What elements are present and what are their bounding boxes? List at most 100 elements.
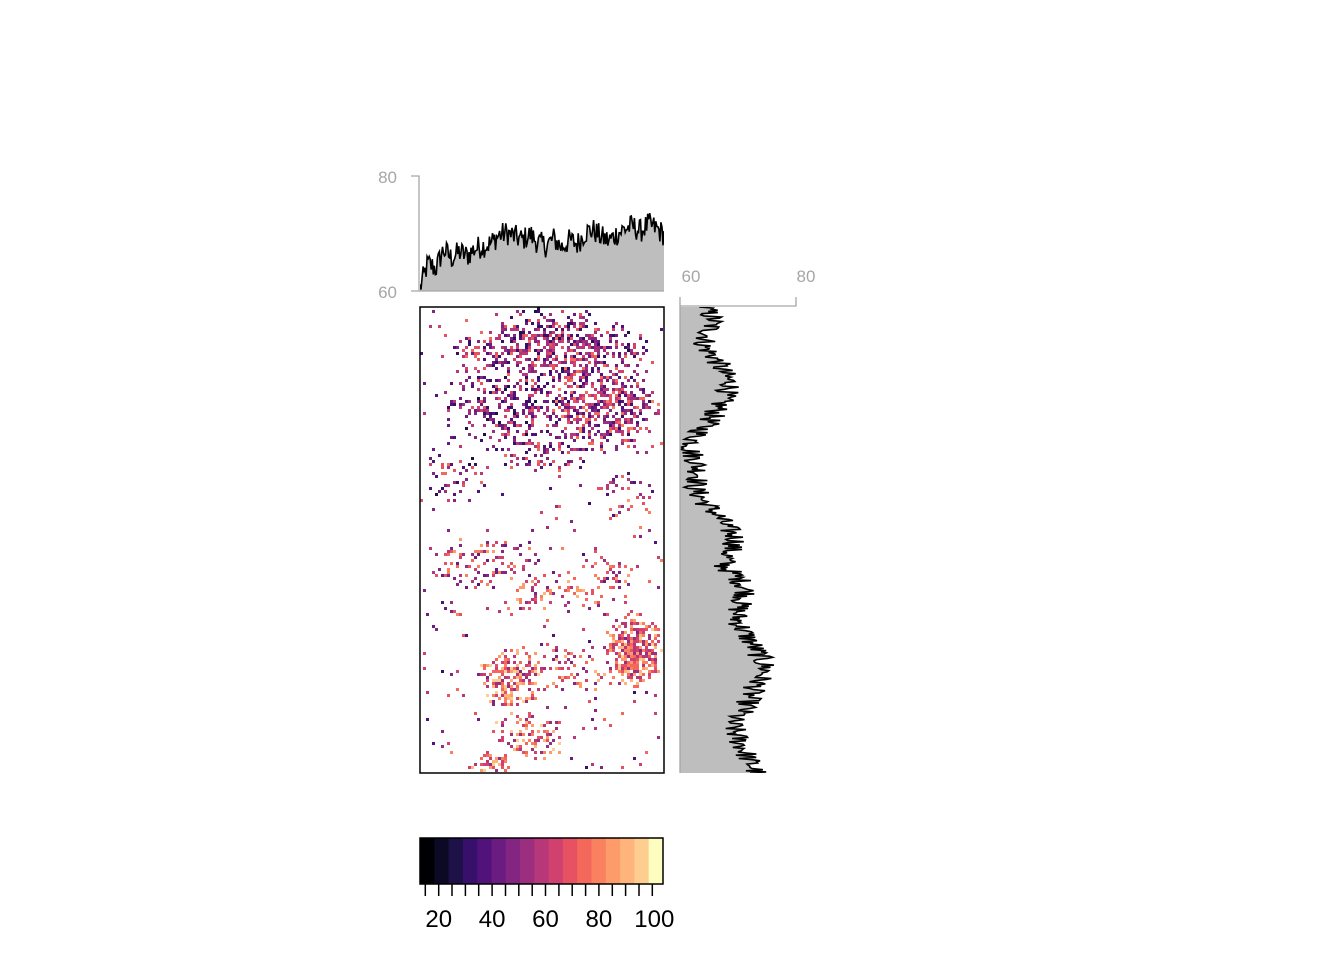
raster-cell	[528, 370, 531, 373]
raster-cell	[519, 607, 522, 610]
raster-cell	[495, 391, 498, 394]
raster-cell	[513, 748, 516, 751]
raster-cell	[615, 334, 618, 337]
raster-cell	[519, 553, 522, 556]
raster-cell	[531, 730, 534, 733]
raster-cell	[618, 400, 621, 403]
raster-cell	[585, 343, 588, 346]
raster-cell	[507, 694, 510, 697]
raster-cell	[549, 751, 552, 754]
raster-cell	[600, 766, 603, 769]
raster-cell	[522, 334, 525, 337]
raster-cell	[639, 526, 642, 529]
raster-cell	[522, 724, 525, 727]
raster-cell	[504, 676, 507, 679]
raster-cell	[501, 736, 504, 739]
raster-cell	[495, 361, 498, 364]
raster-cell	[627, 400, 630, 403]
raster-cell	[528, 442, 531, 445]
raster-cell	[585, 358, 588, 361]
raster-cell	[468, 463, 471, 466]
raster-cell	[474, 550, 477, 553]
raster-cell	[525, 442, 528, 445]
raster-cell	[546, 394, 549, 397]
raster-cell	[651, 640, 654, 643]
raster-cell	[456, 583, 459, 586]
raster-cell	[504, 376, 507, 379]
raster-cell	[612, 382, 615, 385]
raster-cell	[531, 409, 534, 412]
raster-cell	[501, 424, 504, 427]
raster-cell	[549, 325, 552, 328]
raster-cell	[636, 415, 639, 418]
raster-cell	[528, 427, 531, 430]
raster-cell	[531, 682, 534, 685]
raster-cell	[600, 385, 603, 388]
raster-cell	[585, 766, 588, 769]
raster-cell	[504, 655, 507, 658]
raster-cell	[483, 346, 486, 349]
raster-cell	[564, 589, 567, 592]
raster-cell	[591, 448, 594, 451]
raster-cell	[459, 580, 462, 583]
raster-cell	[501, 493, 504, 496]
raster-cell	[534, 601, 537, 604]
raster-cell	[627, 433, 630, 436]
raster-cell	[471, 349, 474, 352]
raster-cell	[438, 568, 441, 571]
raster-cell	[576, 421, 579, 424]
raster-cell	[564, 367, 567, 370]
raster-cell	[630, 646, 633, 649]
raster-cell	[633, 628, 636, 631]
raster-cell	[564, 376, 567, 379]
raster-cell	[600, 448, 603, 451]
raster-cell	[510, 613, 513, 616]
raster-cell	[486, 676, 489, 679]
raster-cell	[546, 448, 549, 451]
raster-cell	[531, 361, 534, 364]
raster-cell	[525, 319, 528, 322]
raster-cell	[486, 379, 489, 382]
raster-cell	[615, 427, 618, 430]
raster-cell	[648, 655, 651, 658]
raster-cell	[636, 613, 639, 616]
raster-cell	[597, 679, 600, 682]
raster-cell	[630, 349, 633, 352]
raster-cell	[636, 676, 639, 679]
raster-cell	[513, 661, 516, 664]
raster-cell	[654, 412, 657, 415]
raster-cell	[639, 622, 642, 625]
raster-cell	[648, 529, 651, 532]
raster-cell	[612, 514, 615, 517]
raster-cell	[579, 406, 582, 409]
raster-cell	[615, 322, 618, 325]
raster-cell	[444, 553, 447, 556]
raster-cell	[534, 415, 537, 418]
raster-cell	[489, 331, 492, 334]
raster-cell	[627, 487, 630, 490]
raster-cell	[633, 397, 636, 400]
raster-cell	[549, 340, 552, 343]
raster-cell	[642, 388, 645, 391]
raster-cell	[567, 586, 570, 589]
raster-cell	[597, 349, 600, 352]
raster-cell	[573, 682, 576, 685]
raster-cell	[624, 580, 627, 583]
raster-cell	[561, 346, 564, 349]
raster-cell	[555, 655, 558, 658]
raster-cell	[597, 328, 600, 331]
raster-cell	[642, 418, 645, 421]
raster-cell	[504, 334, 507, 337]
raster-cell	[615, 445, 618, 448]
raster-cell	[444, 484, 447, 487]
raster-cell	[594, 409, 597, 412]
raster-cell	[504, 658, 507, 661]
raster-cell	[522, 310, 525, 313]
raster-cell	[633, 640, 636, 643]
raster-cell	[630, 412, 633, 415]
raster-cell	[627, 349, 630, 352]
raster-cell	[519, 733, 522, 736]
raster-cell	[627, 661, 630, 664]
raster-cell	[558, 574, 561, 577]
raster-cell	[579, 484, 582, 487]
